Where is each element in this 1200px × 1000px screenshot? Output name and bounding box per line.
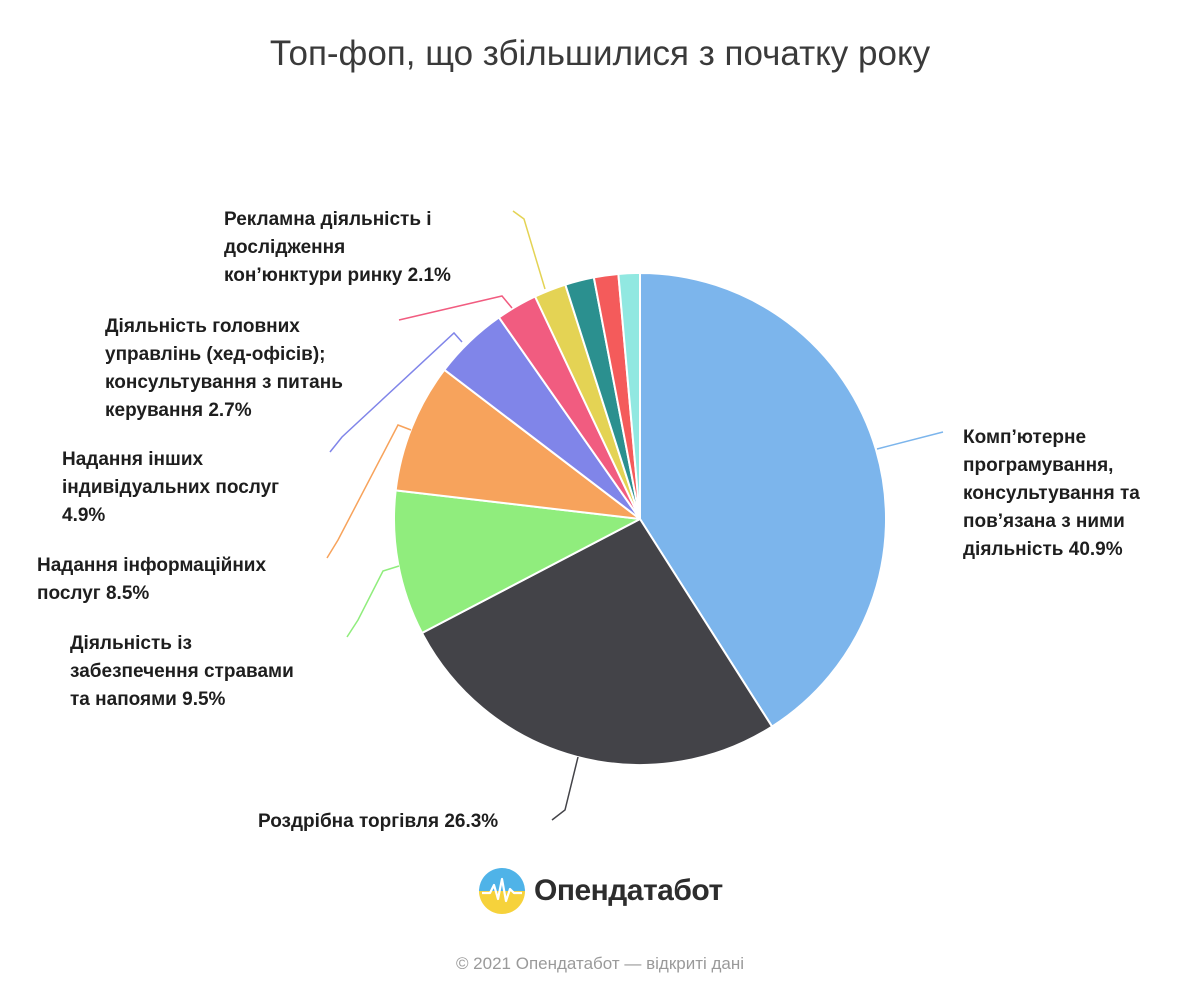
slice-label-line: пов’язана з ними xyxy=(963,511,1125,532)
slice-label-line: та напоями 9.5% xyxy=(70,689,226,710)
slice-label-5: Діяльність головних управлінь (хед-офісів… xyxy=(105,316,343,421)
pie-slice-3[interactable] xyxy=(394,368,641,520)
slice-label-line: Комп’ютерне xyxy=(963,427,1086,448)
slice-label-line: індивідуальних послуг xyxy=(62,477,279,498)
opendatabot-logo: Опендатабот xyxy=(478,866,723,916)
opendatabot-logo-icon xyxy=(479,868,525,914)
label-connector-3 xyxy=(326,424,412,559)
pie-slice-1[interactable] xyxy=(420,518,774,767)
footer-copyright: © 2021 Опендатабот — відкриті дані xyxy=(455,954,745,973)
label-connector-1 xyxy=(551,756,579,821)
slice-label-0: Комп’ютерне програмування, консультування … xyxy=(963,427,1140,560)
pie-slice-0[interactable] xyxy=(639,272,888,728)
slice-label-line: діяльність 40.9% xyxy=(963,539,1123,560)
slice-label-line: дослідження xyxy=(224,237,345,258)
logo-text: Опендатабот xyxy=(534,874,723,907)
pie-slice-2[interactable] xyxy=(393,489,641,634)
label-connectors xyxy=(326,210,944,821)
slice-label-line: Надання інформаційних xyxy=(37,555,266,576)
slice-labels: Комп’ютерне програмування, консультування … xyxy=(37,209,1140,832)
slice-label-line: 4.9% xyxy=(62,505,105,526)
label-connector-6 xyxy=(512,210,546,290)
slice-label-1: Роздрібна торгівля 26.3% xyxy=(258,811,498,832)
label-connector-2 xyxy=(346,565,400,638)
slice-label-line: консультування та xyxy=(963,483,1140,504)
pie-slices xyxy=(393,271,888,767)
slice-label-line: Рекламна діяльність і xyxy=(224,209,432,230)
slice-label-line: Надання інших xyxy=(62,449,204,470)
label-connector-5 xyxy=(398,295,513,321)
pie-slice-9[interactable] xyxy=(617,271,641,520)
slice-label-line: кон’юнктури ринку 2.1% xyxy=(224,265,451,286)
chart-title: Топ-фоп, що збільшилися з початку року xyxy=(269,34,931,73)
slice-label-4: Надання інших індивідуальних послуг 4.9% xyxy=(62,449,279,526)
label-connector-0 xyxy=(876,431,944,450)
slice-label-line: управлінь (хед-офісів); xyxy=(105,344,326,365)
slice-label-line: керування 2.7% xyxy=(105,400,252,421)
slice-label-line: програмування, xyxy=(963,455,1113,476)
slice-label-line: послуг 8.5% xyxy=(37,583,149,604)
slice-label-line: консультування з питань xyxy=(105,372,343,393)
slice-label-3: Надання інформаційних послуг 8.5% xyxy=(37,555,266,604)
slice-label-line: забезпечення стравами xyxy=(70,661,294,682)
slice-label-line: Діяльність із xyxy=(70,633,192,654)
label-connector-4 xyxy=(329,331,463,453)
slice-label-line: Роздрібна торгівля 26.3% xyxy=(258,811,498,832)
slice-label-line: Діяльність головних xyxy=(105,316,300,337)
slice-label-6: Рекламна діяльність і дослідження кон’юнкт… xyxy=(224,209,451,286)
slice-label-2: Діяльність із забезпечення стравами та нап… xyxy=(70,633,294,710)
